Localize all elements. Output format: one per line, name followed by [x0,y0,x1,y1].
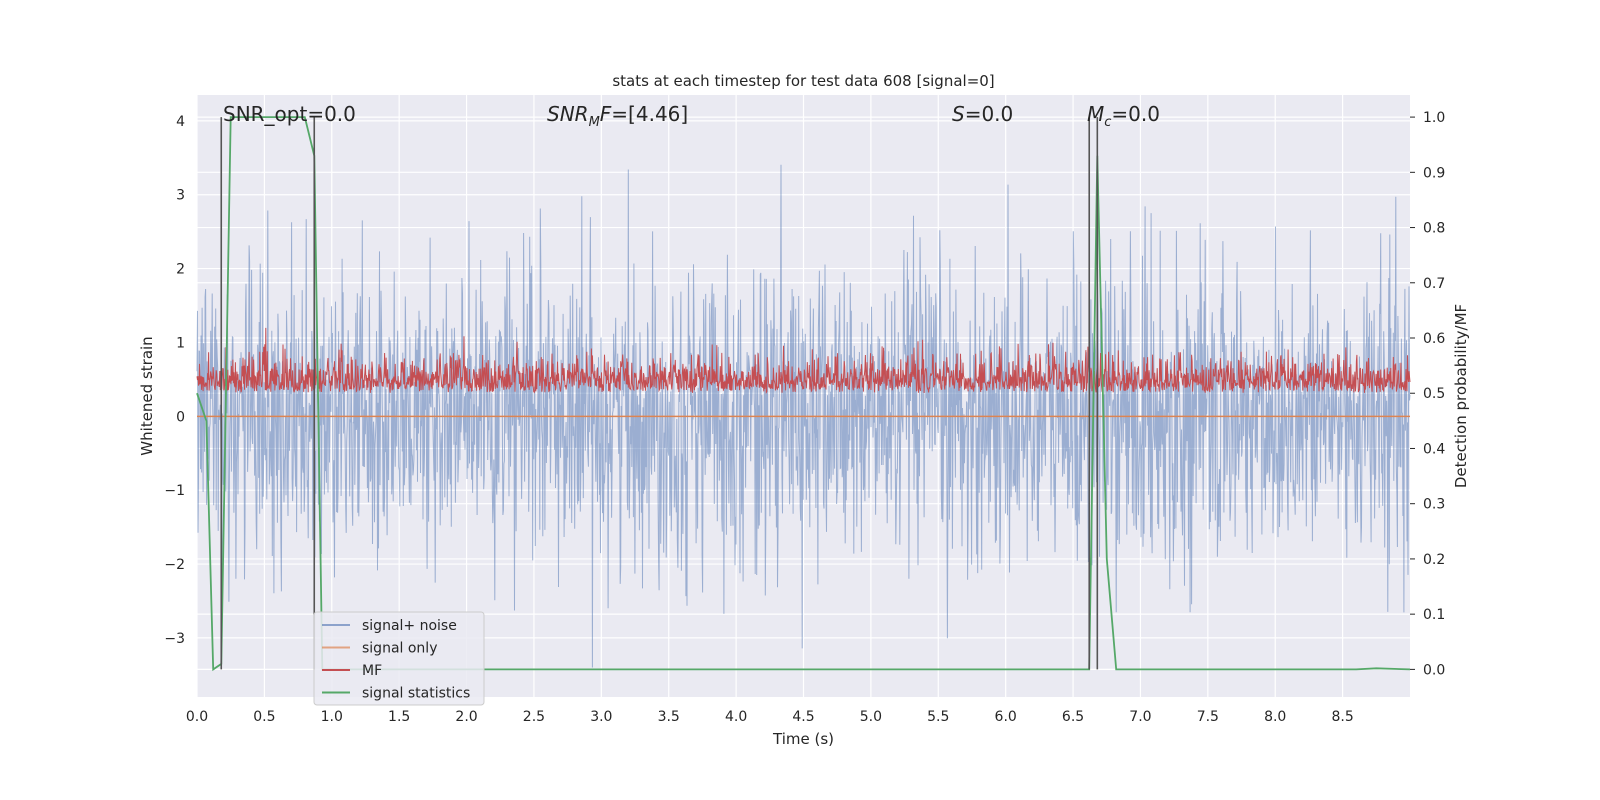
annotation-mc-main: M [1087,102,1104,126]
series-mf-line [196,327,1411,395]
y-tick-left-label-5: 2 [176,262,185,278]
annotation-mc-rest: =0.0 [1111,102,1160,126]
x-tick-label-12: 6.0 [995,709,1017,725]
x-tick-label-6: 3.0 [590,709,612,725]
y-tick-right-label-1: 0.1 [1423,607,1445,623]
x-tick-label-10: 5.0 [860,709,882,725]
y-tick-right-label-4: 0.4 [1423,441,1445,457]
x-tick-label-9: 4.5 [792,709,814,725]
annotation-snr-mf-sub: M [589,115,600,130]
x-tick-label-8: 4.0 [725,709,747,725]
x-tick-label-3: 1.5 [388,709,410,725]
y-axis-left-ticks: −3 −2 −1 0 1 2 3 4 [164,114,185,647]
y-axis-right-label: Detection probability/MF [1452,304,1470,488]
annotation-mc-sub: c [1104,115,1111,130]
annotation-mc: Mc=0.0 [1087,102,1160,130]
annotation-s: S=0.0 [952,102,1013,126]
y-tick-right-label-10: 1.0 [1423,110,1445,126]
y-axis-left-label: Whitened strain [138,336,156,455]
y-tick-left-label-7: 4 [176,114,185,130]
legend-label-1: signal only [362,641,437,657]
x-tick-label-5: 2.5 [523,709,545,725]
x-axis-label: Time (s) [772,730,834,748]
y-tick-right-label-3: 0.3 [1423,497,1445,513]
annotation-snr-mf-rest: =[4.46] [611,102,688,126]
legend-frame [313,611,485,706]
y-tick-left-label-6: 3 [176,188,185,204]
x-tick-label-2: 1.0 [321,709,343,725]
y-tick-left-label-1: −2 [164,557,185,573]
y-tick-right-label-9: 0.9 [1423,165,1445,181]
x-axis-ticks: 0.0 0.5 1.0 1.5 2.0 2.5 3.0 3.5 4.0 4.5 5.0 5.5 6.0 6… [186,709,1354,725]
x-tick-label-1: 0.5 [253,709,275,725]
x-tick-label-7: 3.5 [658,709,680,725]
y-tick-right-label-2: 0.2 [1423,552,1445,568]
annotation-snr-opt: SNR_opt=0.0 [223,102,356,126]
annotation-snr-mf-f: F [600,102,612,126]
vline-layer [220,117,1099,670]
x-tick-label-4: 2.0 [455,709,477,725]
y-tick-right-label-8: 0.8 [1423,221,1445,237]
legend-label-2: MF [362,663,382,679]
legend-label-0: signal+ noise [362,618,457,634]
annotation-s-rest: =0.0 [965,102,1014,126]
series-signal-noise-line [196,164,1411,668]
y-tick-left-label-3: 0 [176,409,185,425]
y-tick-right-label-0: 0.0 [1423,662,1445,678]
x-tick-label-16: 8.0 [1264,709,1286,725]
annotation-snr-mf-main: SNR [547,102,589,126]
y-tick-right-label-5: 0.5 [1423,386,1445,402]
x-tick-label-0: 0.0 [186,709,208,725]
y-tick-left-label-2: −1 [164,483,185,499]
x-tick-label-11: 5.5 [927,709,949,725]
y-tick-right-label-6: 0.6 [1423,331,1445,347]
y-axis-right-ticks: 0.0 0.1 0.2 0.3 0.4 0.5 0.6 0.7 0.8 0.9 1.0 [1410,110,1445,678]
x-tick-label-17: 8.5 [1331,709,1353,725]
x-tick-label-14: 7.0 [1129,709,1151,725]
annotation-snr-mf: SNRMF=[4.46] [547,102,688,130]
annotation-s-main: S [952,102,965,126]
y-tick-left-label-0: −3 [164,631,185,647]
y-tick-right-label-7: 0.7 [1423,276,1445,292]
x-tick-label-13: 6.5 [1062,709,1084,725]
legend-label-3: signal statistics [362,686,470,702]
y-tick-left-label-4: 1 [176,335,185,351]
chart-title: stats at each timestep for test data 608… [612,72,994,90]
x-tick-label-15: 7.5 [1197,709,1219,725]
legend: signal+ noise signal only MF signal statist… [313,611,485,706]
